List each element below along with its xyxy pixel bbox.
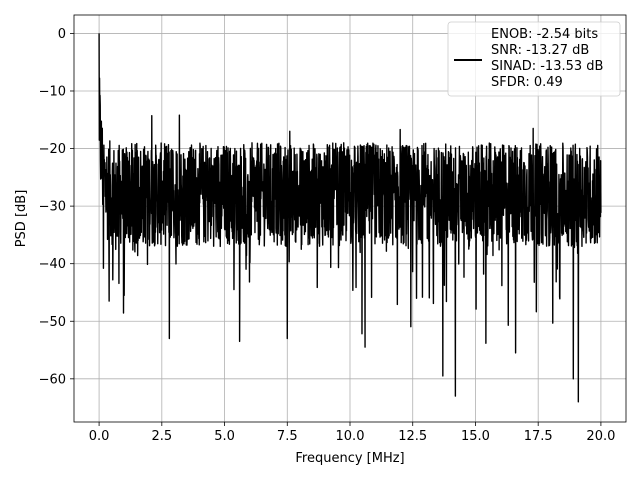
legend-box [447,21,621,97]
x-tick-label: 10.0 [336,429,365,444]
y-tick-label: −20 [39,142,66,157]
y-tick-label: −30 [39,200,66,215]
legend-snr: SNR: -13.27 dB [491,43,589,58]
y-tick-label: −40 [39,257,66,272]
x-tick-label: 17.5 [524,429,553,444]
psd-line [98,33,602,403]
x-tick-label: 0.0 [89,429,110,444]
x-axis-ticks: 0.0 2.5 5.0 7.5 10.0 12.5 15.0 17.5 20.0 [89,422,615,444]
x-tick-label: 20.0 [586,429,615,444]
x-tick-label: 7.5 [277,429,298,444]
series-psd [98,33,602,403]
y-axis-label: PSD [dB] [14,190,29,248]
legend-sfdr: SFDR: 0.49 [491,75,563,90]
legend: ENOB: -2.54 bits SNR: -13.27 dB SINAD: -… [447,21,621,97]
x-tick-label: 5.0 [214,429,235,444]
legend-sinad: SINAD: -13.53 dB [491,59,603,74]
x-axis-label: Frequency [MHz] [295,451,404,466]
y-axis-ticks: 0 −10 −20 −30 −40 −50 −60 [39,27,74,387]
y-tick-label: −10 [39,84,66,99]
x-tick-label: 15.0 [461,429,490,444]
x-tick-label: 2.5 [151,429,172,444]
x-tick-label: 12.5 [398,429,427,444]
y-tick-label: −50 [39,315,66,330]
legend-enob: ENOB: -2.54 bits [491,27,598,42]
y-tick-label: 0 [58,27,66,42]
y-tick-label: −60 [39,372,66,387]
